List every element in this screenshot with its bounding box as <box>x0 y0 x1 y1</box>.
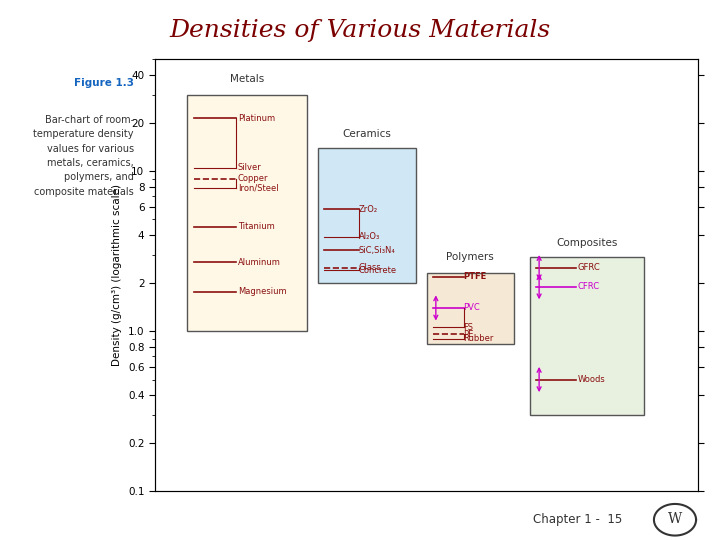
Text: Iron/Steel: Iron/Steel <box>238 183 278 192</box>
Text: ZrO₂: ZrO₂ <box>359 205 378 214</box>
Bar <box>426 273 513 345</box>
Bar <box>318 148 415 283</box>
Text: Ceramics: Ceramics <box>343 129 391 139</box>
Text: Glass: Glass <box>359 263 382 272</box>
Bar <box>530 258 644 415</box>
Bar <box>187 95 307 332</box>
Text: GFRC: GFRC <box>578 263 600 272</box>
Text: Densities of Various Materials: Densities of Various Materials <box>169 19 551 42</box>
Text: CFRC: CFRC <box>578 282 600 291</box>
Text: Titanium: Titanium <box>238 222 274 231</box>
Text: Concrete: Concrete <box>359 266 397 275</box>
Text: Aluminum: Aluminum <box>238 258 281 267</box>
Text: PTFE: PTFE <box>463 272 487 281</box>
Text: Magnesium: Magnesium <box>238 287 287 296</box>
Text: SiC,Si₃N₄: SiC,Si₃N₄ <box>359 246 396 255</box>
Text: PVC: PVC <box>463 303 480 313</box>
Text: Copper: Copper <box>238 174 268 184</box>
Text: Bar-chart of room-
temperature density
values for various
metals, ceramics,
poly: Bar-chart of room- temperature density v… <box>33 115 134 197</box>
Text: Woods: Woods <box>578 375 606 384</box>
Text: Chapter 1 -  15: Chapter 1 - 15 <box>533 514 622 526</box>
Text: Al₂O₃: Al₂O₃ <box>359 232 380 241</box>
Y-axis label: Density (g/cm³) (logarithmic scale): Density (g/cm³) (logarithmic scale) <box>112 184 122 367</box>
Text: W: W <box>668 512 682 526</box>
Text: Silver: Silver <box>238 164 261 172</box>
Text: Rubber: Rubber <box>463 334 493 343</box>
Text: Composites: Composites <box>557 238 618 248</box>
Text: PE: PE <box>463 330 474 339</box>
Text: Figure 1.3: Figure 1.3 <box>73 78 134 89</box>
Text: Polymers: Polymers <box>446 252 494 262</box>
Text: Metals: Metals <box>230 74 264 84</box>
Text: FS: FS <box>463 323 473 332</box>
Text: Platinum: Platinum <box>238 114 275 123</box>
